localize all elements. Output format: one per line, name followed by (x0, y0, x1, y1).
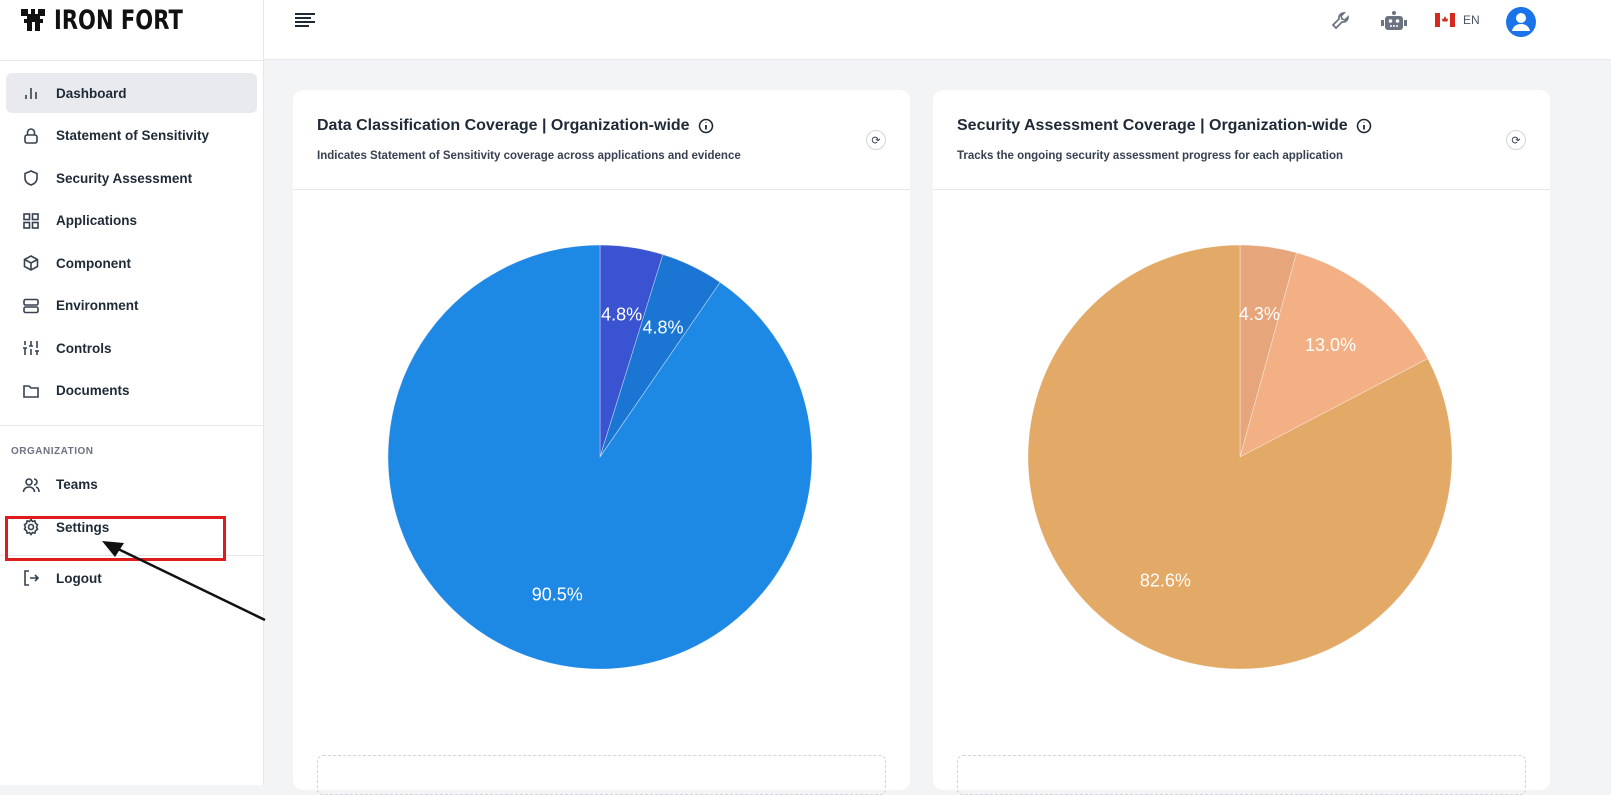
security-assessment-card: Security Assessment Coverage | Organizat… (933, 90, 1550, 795)
sidebar-item-security-assessment[interactable]: Security Assessment (6, 158, 257, 198)
sidebar-item-documents[interactable]: Documents (6, 371, 257, 411)
pie-slice-label: 13.0% (1305, 335, 1356, 355)
data-classification-card: Data Classification Coverage | Organizat… (293, 90, 910, 795)
logout-nav: Logout (0, 556, 263, 598)
main-nav: Dashboard Statement of Sensitivity Secur… (0, 61, 263, 411)
shield-icon (24, 170, 38, 186)
section-label-organization: ORGANIZATION (11, 445, 94, 457)
topbar: EN (264, 0, 1611, 60)
sidebar-item-label: Settings (56, 519, 110, 535)
chart-subtitle: Tracks the ongoing security assessment p… (957, 150, 1344, 162)
logout-label: Logout (56, 570, 102, 586)
pie-slice[interactable] (1239, 252, 1429, 458)
user-avatar-icon[interactable] (1506, 7, 1536, 37)
sidebar-item-teams[interactable]: Teams (6, 465, 257, 505)
folder-icon (23, 384, 39, 398)
annotation-arrow-icon (102, 541, 266, 622)
sidebar-item-label: Statement of Sensitivity (56, 128, 210, 143)
sidebar-item-label: Teams (56, 477, 98, 492)
pie-chart: 4.8%4.8% 90.5% (387, 244, 813, 670)
card-title: Security Assessment Coverage | Organizat… (957, 117, 1372, 135)
divider (0, 424, 263, 426)
refresh-button[interactable]: ⟳ (866, 130, 886, 150)
sidebar-item-label: Applications (56, 213, 138, 228)
chart-title: Data Classification Coverage | Organizat… (317, 117, 690, 134)
sidebar-item-label: Controls (56, 340, 112, 356)
sidebar-item-label: Documents (56, 383, 130, 398)
pie-slice-label: 4.8% (601, 304, 642, 324)
sidebar-item-applications[interactable]: Applications (6, 201, 257, 241)
gear-icon (23, 518, 39, 536)
iron-fort-logo-icon (21, 9, 45, 31)
sidebar-item-component[interactable]: Component (6, 243, 257, 283)
sidebar-item-controls[interactable]: Controls (6, 328, 257, 368)
sidebar-item-statement-of-sensitivity[interactable]: Statement of Sensitivity (6, 116, 257, 156)
logout-icon (24, 570, 40, 586)
pie-slice-label: 82.6% (1140, 570, 1191, 590)
menu-toggle-icon[interactable] (295, 13, 315, 27)
wrench-icon[interactable] (1331, 11, 1351, 31)
divider (293, 189, 910, 190)
sidebar-item-environment[interactable]: Environment (6, 286, 257, 326)
legend-area (317, 755, 886, 795)
robot-icon[interactable] (1381, 10, 1407, 32)
pie-slice-label: 90.5% (532, 585, 583, 605)
org-nav: Teams Settings (0, 465, 263, 548)
grid-icon (23, 212, 39, 229)
sidebar-item-label: Environment (56, 298, 139, 313)
sidebar-item-label: Component (56, 255, 131, 271)
brand-name: IRON FORT (54, 4, 183, 36)
info-icon[interactable] (698, 118, 714, 134)
sliders-icon (23, 341, 39, 355)
users-icon (22, 477, 40, 492)
lock-icon (24, 127, 38, 144)
highlight-box (5, 516, 226, 561)
sidebar-item-label: Dashboard (56, 85, 127, 101)
sidebar: IRON FORT Dashboard Statement of Sensiti… (0, 0, 264, 785)
server-icon (23, 298, 39, 313)
pie-slice-label: 4.3% (1239, 304, 1280, 324)
chart-subtitle: Indicates Statement of Sensitivity cover… (317, 150, 741, 162)
language-selector[interactable]: EN (1435, 13, 1480, 27)
card-title: Data Classification Coverage | Organizat… (317, 117, 714, 135)
pie-chart: 4.3% 13.0% 82.6% (1027, 244, 1453, 670)
divider (933, 189, 1550, 190)
pie-slice-label: 4.8% (642, 317, 683, 337)
logo[interactable]: IRON FORT (0, 0, 263, 61)
info-icon[interactable] (1356, 118, 1372, 134)
bar-chart-icon (25, 88, 37, 99)
sidebar-item-label: Security Assessment (56, 170, 193, 186)
sidebar-item-settings[interactable]: Settings (6, 507, 257, 547)
sidebar-item-dashboard[interactable]: Dashboard (6, 73, 257, 113)
logout-button[interactable]: Logout (6, 558, 257, 598)
refresh-button[interactable]: ⟳ (1506, 130, 1526, 150)
pie-slice[interactable] (387, 244, 813, 670)
language-code: EN (1463, 13, 1480, 27)
legend-area (957, 755, 1526, 795)
pie-slice[interactable] (1027, 244, 1453, 670)
cube-icon (23, 255, 39, 271)
chart-title: Security Assessment Coverage | Organizat… (957, 117, 1348, 134)
canada-flag-icon (1435, 13, 1455, 27)
